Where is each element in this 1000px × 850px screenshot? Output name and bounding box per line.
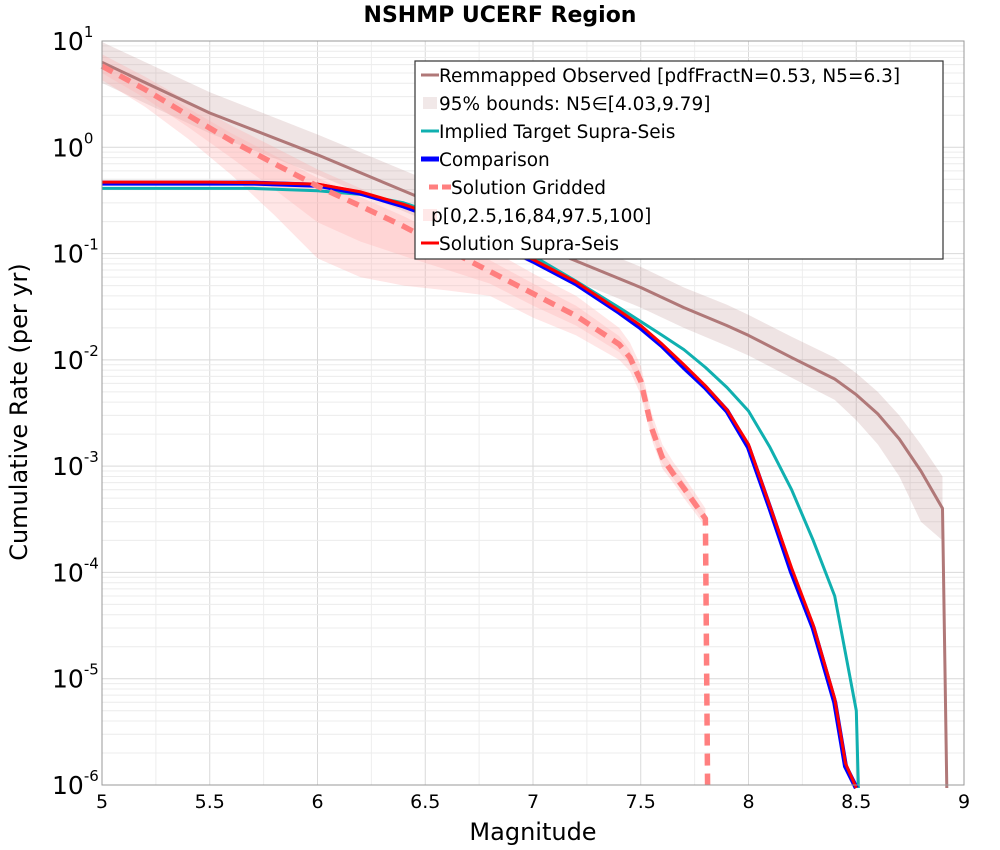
plot-frame (101, 40, 965, 786)
chart-title: NSHMP UCERF Region (364, 3, 637, 28)
y-tick-label: 10-1 (52, 236, 99, 269)
legend-box (414, 60, 944, 260)
plot-border (101, 40, 965, 786)
x-tick-label: 5.5 (195, 791, 225, 813)
series-line (101, 60, 949, 789)
y-tick-label: 10-3 (52, 448, 99, 481)
y-tick-label: 10-2 (52, 342, 99, 375)
legend-label: Comparison (439, 150, 550, 171)
legend-label: Remmapped Observed [pdfFractN=0.53, N5=6… (439, 66, 900, 87)
y-tick-label: 10-5 (52, 661, 99, 694)
x-tick-label: 9 (958, 791, 970, 813)
y-axis-label: Cumulative Rate (per yr) (5, 263, 33, 561)
legend-label: Solution Gridded (451, 178, 606, 199)
legend-swatch (423, 97, 437, 109)
y-tick-label: 100 (52, 129, 93, 162)
x-tick-label: 5 (96, 791, 108, 813)
series-band (102, 42, 943, 541)
x-axis-label: Magnitude (469, 818, 596, 846)
series-lines (100, 60, 949, 790)
y-tick-label: 10-4 (52, 554, 99, 587)
x-tick-label: 6 (311, 791, 323, 813)
confidence-bands (102, 42, 943, 789)
series-line (102, 186, 860, 789)
y-tick-label: 10-6 (52, 767, 99, 800)
legend-label: 95% bounds: N5∈[4.03,9.79] (439, 94, 710, 115)
x-tick-label: 8 (742, 791, 754, 813)
legend-label: Solution Supra-Seis (439, 234, 619, 255)
y-axis-ticks: 101 100 10-1 10-2 10-3 10-4 10-5 10-6 (52, 23, 99, 800)
legend: Remmapped Observed [pdfFractN=0.53, N5=6… (414, 60, 944, 260)
x-tick-label: 6.5 (410, 791, 440, 813)
y-tick-label: 101 (52, 23, 93, 56)
series-line (100, 63, 711, 789)
legend-label: p[0,2.5,16,84,97.5,100] (431, 206, 651, 227)
series-line (102, 180, 858, 789)
legend-label: Implied Target Supra-Seis (439, 122, 675, 143)
x-tick-label: 7.5 (626, 791, 656, 813)
x-tick-label: 8.5 (841, 791, 871, 813)
legend-swatch (423, 209, 437, 221)
x-tick-label: 7 (527, 791, 539, 813)
x-axis-ticks: 5 5.5 6 6.5 7 7.5 8 8.5 9 (96, 791, 970, 813)
